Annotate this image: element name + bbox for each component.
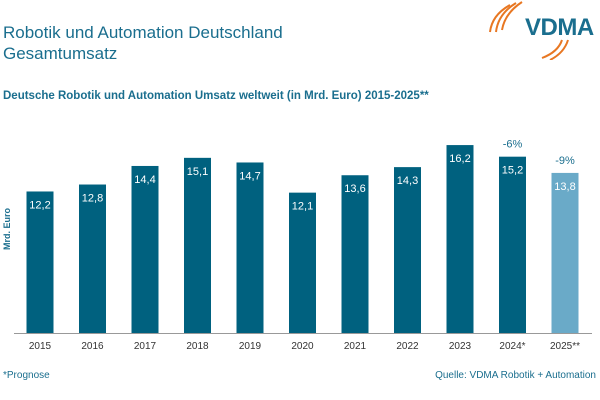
source-note: Quelle: VDMA Robotik + Automation: [435, 370, 596, 381]
change-annotation: -6%: [503, 139, 523, 151]
value-label: 12,8: [82, 193, 103, 205]
value-label: 16,2: [449, 153, 470, 165]
bar-2022: [394, 167, 421, 333]
x-tick-label: 2019: [239, 341, 262, 352]
x-tick-label: 2022: [396, 341, 419, 352]
bar-2017: [131, 165, 159, 333]
x-tick-label: 2024*: [499, 341, 525, 352]
x-tick-label: 2025**: [550, 341, 580, 352]
bar-2016: [79, 184, 106, 333]
value-label: 15,2: [502, 165, 523, 177]
value-label: 13,6: [344, 183, 365, 195]
x-tick-label: 2017: [134, 341, 157, 352]
forecast-note: *Prognose: [3, 370, 50, 381]
value-label: 13,8: [554, 181, 575, 193]
y-axis-label: Mrd. Euro: [2, 207, 12, 250]
value-label: 12,2: [29, 199, 50, 211]
x-tick-label: 2018: [186, 341, 209, 352]
change-annotation: -9%: [555, 155, 575, 167]
title-line-1: Robotik und Automation Deutschland: [3, 23, 283, 42]
bar-2024: [499, 156, 526, 333]
bar-2023: [446, 145, 474, 333]
bar-2015: [26, 191, 54, 333]
bar-2021: [341, 175, 369, 333]
x-tick-label: 2021: [344, 341, 367, 352]
title-line-2: Gesamtumsatz: [3, 44, 118, 63]
chart-title: Deutsche Robotik und Automation Umsatz w…: [3, 90, 429, 102]
value-label: 14,7: [239, 170, 260, 182]
value-label: 14,4: [134, 174, 155, 186]
value-label: 15,1: [187, 166, 208, 178]
x-tick-label: 2023: [449, 341, 472, 352]
x-tick-label: 2020: [291, 341, 314, 352]
value-label: 12,1: [292, 201, 313, 213]
vdma-logo: VDMA: [525, 14, 594, 41]
bar-2019: [236, 162, 264, 333]
bar-2018: [184, 157, 211, 333]
page-title: Robotik und Automation Deutschland Gesam…: [3, 22, 283, 64]
bar-2020: [289, 192, 316, 333]
vdma-logo-arcs: [489, 1, 569, 60]
bar-2025: [551, 172, 579, 333]
x-tick-label: 2015: [29, 341, 52, 352]
value-label: 14,3: [397, 175, 418, 187]
x-tick-label: 2016: [81, 341, 104, 352]
